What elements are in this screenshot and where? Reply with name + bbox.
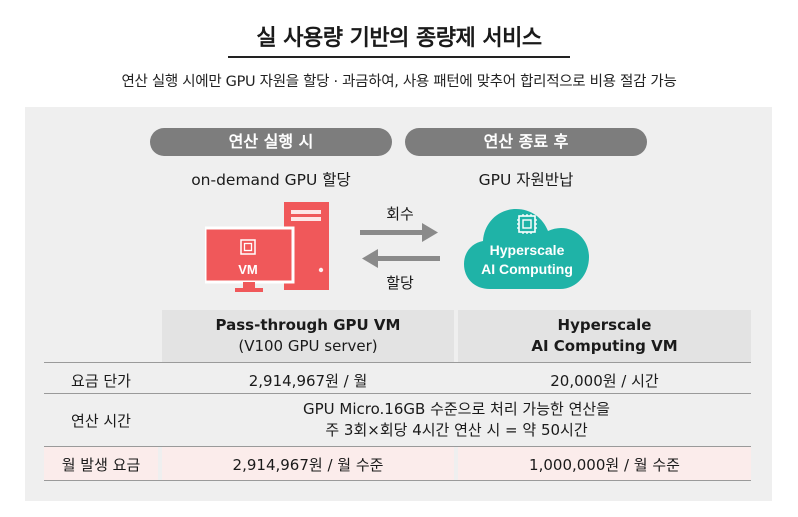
pink-bg-label — [44, 447, 158, 480]
pink-bg-left — [162, 447, 454, 480]
row-label-monthly-cost: 월 발생 요금 — [61, 456, 141, 474]
page-title: 실 사용량 기반의 종량제 서비스 — [256, 26, 542, 51]
cloud-illustration: Hyperscale AI Computing — [464, 209, 589, 289]
cell-monthly-cost-right: 1,000,000원 / 월 수준 — [529, 456, 680, 474]
page-subtitle: 연산 실행 시에만 GPU 자원을 할당 · 과금하여, 사용 패턴에 맞추어 … — [121, 74, 677, 90]
arrow-left-icon — [362, 249, 440, 268]
row-label-unit-price: 요금 단가 — [71, 372, 131, 390]
content-panel — [25, 107, 772, 501]
row-divider — [44, 446, 751, 447]
monitor-icon — [205, 226, 295, 292]
caption-on-demand: on-demand GPU 할당 — [191, 171, 351, 189]
row-divider — [44, 480, 751, 481]
arrow-label-return: 회수 — [386, 205, 414, 223]
header-pass-through-title: Pass-through GPU VM — [215, 316, 401, 334]
header-pass-through-sub: (V100 GPU server) — [238, 337, 378, 355]
pill-finished: 연산 종료 후 — [405, 128, 647, 156]
header-hyperscale: Hyperscale AI Computing VM — [458, 310, 751, 362]
row-divider — [44, 362, 751, 363]
header-pass-through: Pass-through GPU VM (V100 GPU server) — [162, 310, 454, 362]
vm-label: VM — [238, 262, 258, 277]
chip-icon — [240, 239, 256, 255]
cell-unit-price-left: 2,914,967원 / 월 — [248, 372, 368, 390]
caption-return: GPU 자원반납 — [478, 171, 574, 189]
pill-running: 연산 실행 시 — [150, 128, 392, 156]
arrows-illustration — [360, 223, 440, 268]
cell-unit-price-right: 20,000원 / 시간 — [550, 372, 659, 390]
cloud-label-line1: Hyperscale — [490, 242, 565, 258]
header-hyperscale-title: Hyperscale — [557, 316, 652, 334]
arrow-right-icon — [360, 223, 438, 242]
cloud-icon — [464, 209, 589, 289]
arrow-label-assign: 할당 — [386, 274, 414, 292]
cell-compute-time-line1: GPU Micro.16GB 수준으로 처리 가능한 연산을 — [303, 400, 610, 418]
title-underline — [228, 56, 570, 58]
pink-bg-right — [458, 447, 751, 480]
cloud-label-line2: AI Computing — [481, 261, 573, 277]
cell-monthly-cost-left: 2,914,967원 / 월 수준 — [232, 456, 384, 474]
cell-compute-time-line2: 주 3회×회당 4시간 연산 시 = 약 50시간 — [325, 421, 588, 439]
chip-icon — [517, 214, 537, 234]
vm-illustration: VM — [205, 202, 329, 292]
row-divider — [44, 393, 751, 394]
row-label-compute-time: 연산 시간 — [71, 412, 131, 430]
header-hyperscale-sub: AI Computing VM — [531, 337, 678, 355]
